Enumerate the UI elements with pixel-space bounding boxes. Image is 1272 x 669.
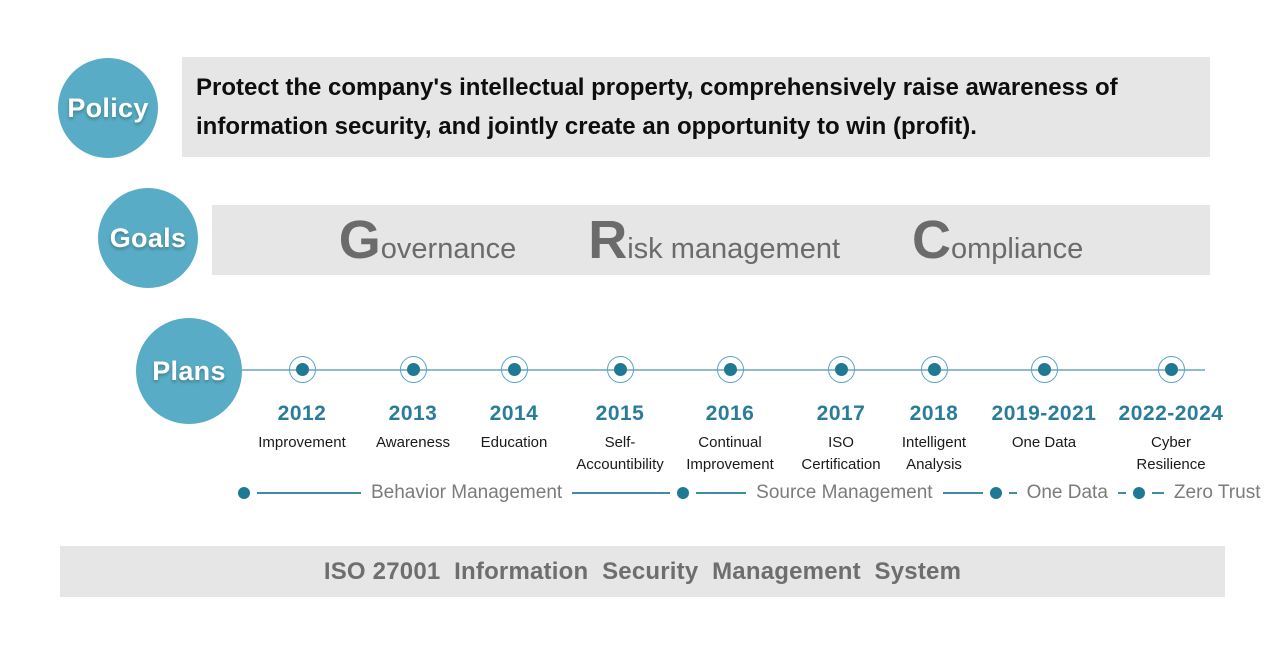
policy-badge: Policy [58,58,158,158]
goal-governance: Governance [339,209,516,271]
milestone-label: Self- Accountibility [576,434,664,473]
milestone-year: 2022-2024 [1118,402,1224,425]
phase-row: Behavior Management Source Management On… [238,478,1263,508]
marker-dot-icon [927,363,941,376]
policy-statement-box: Protect the company's intellectual prope… [182,57,1210,157]
timeline-milestone: 2015 Self- Accountibility [540,356,700,476]
policy-statement-line-1: Protect the company's intellectual prope… [196,74,1118,101]
goal-risk-management: Risk management [588,209,840,271]
milestone-year: 2015 [595,402,645,425]
marker-dot-icon [1037,363,1051,376]
timeline-marker-icon [716,356,744,383]
plans-badge-label: Plans [152,355,226,386]
milestone-year: 2013 [388,402,438,425]
phase-connector-line [572,492,671,494]
marker-dot-icon [406,363,420,376]
phase-label-zero-trust: Zero Trust [1173,482,1261,503]
marker-dot-icon [507,363,521,376]
policy-badge-label: Policy [67,92,149,123]
timeline-milestone: 2017 ISO Certification [761,356,921,476]
goal-risk-rest: isk management [627,233,841,265]
milestone-label: Cyber Resilience [1136,434,1206,473]
timeline-marker-icon [1030,356,1058,383]
plans-badge: Plans [136,318,242,424]
timeline-milestone: 2013 Awareness [333,356,493,454]
phase-dot-icon [238,487,250,499]
milestone-year: 2016 [705,402,755,425]
timeline-milestone: 2012 Improvement [222,356,382,454]
milestone-year: 2014 [489,402,539,425]
phase-connector-line [942,492,983,494]
phase-label-behavior-management: Behavior Management [371,482,563,503]
policy-statement-text: Protect the company's intellectual prope… [182,57,1210,146]
goal-compliance-rest: ompliance [951,233,1084,265]
goal-compliance-initial: C [912,210,952,270]
phase-connector-line [257,492,361,494]
phase-connector-line [1117,492,1126,494]
policy-statement-line-2: information security, and jointly create… [196,113,977,140]
phase-label-one-data: One Data [1026,482,1108,503]
timeline-marker-icon [399,356,427,383]
marker-dot-icon [834,363,848,376]
phase-dot-icon [989,487,1002,499]
marker-dot-icon [1164,363,1178,376]
milestone-label: Intelligent Analysis [901,434,967,473]
phase-label-source-management: Source Management [756,482,933,503]
phase-dot-icon [677,487,690,499]
timeline-marker-icon [288,356,316,383]
timeline-marker-icon [606,356,634,383]
milestone-label: One Data [1011,434,1077,451]
milestone-label: Education [480,434,548,451]
timeline-marker-icon [500,356,528,383]
iso-banner-label: ISO 27001 Information Security Managemen… [323,557,962,585]
phase-connector-line [696,492,747,494]
timeline-marker-icon [1157,356,1185,383]
marker-dot-icon [613,363,627,376]
timeline-milestone: 2019-2021 One Data [964,356,1124,454]
timeline-marker-icon [920,356,948,383]
phase-connector-line [1151,492,1164,494]
timeline-milestone: 2016 Continual Improvement [650,356,810,476]
milestone-year: 2012 [277,402,327,425]
timeline-marker-icon [827,356,855,383]
timeline-milestone: 2018 Intelligent Analysis [854,356,1014,476]
timeline-milestone: 2022-2024 Cyber Resilience [1091,356,1251,476]
milestone-label: Improvement [258,434,346,451]
goal-risk-initial: R [588,210,628,270]
milestone-label: Continual Improvement [686,434,774,473]
timeline-milestone: 2014 Education [434,356,594,454]
phase-connector-line [1008,492,1017,494]
goal-governance-rest: overnance [380,233,517,265]
marker-dot-icon [295,363,309,376]
marker-dot-icon [723,363,737,376]
phase-dot-icon [1132,487,1145,499]
milestone-year: 2018 [909,402,959,425]
goal-governance-initial: G [338,210,381,270]
goals-box: Governance Risk management Compliance [212,205,1210,275]
goals-badge: Goals [98,188,198,288]
milestone-label: Awareness [376,434,450,451]
milestone-year: 2017 [816,402,866,425]
goals-badge-label: Goals [109,222,187,253]
iso-banner: ISO 27001 Information Security Managemen… [60,546,1225,597]
milestone-year: 2019-2021 [991,402,1097,425]
milestone-label: ISO Certification [801,434,881,473]
goal-compliance: Compliance [912,209,1083,271]
